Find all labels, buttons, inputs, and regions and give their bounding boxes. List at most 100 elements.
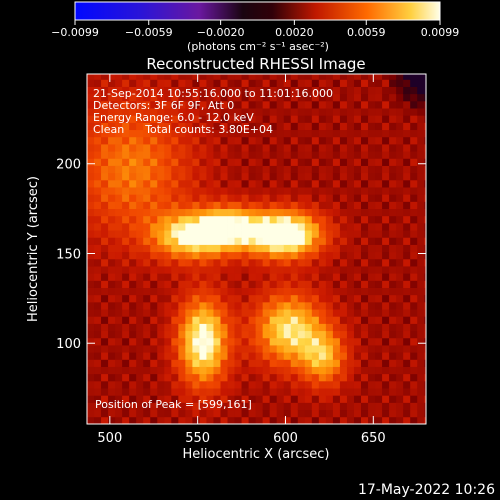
heatmap-cell	[339, 309, 348, 317]
heatmap-cell	[325, 402, 334, 411]
heatmap-cell	[94, 86, 102, 95]
heatmap-cell	[108, 179, 116, 188]
heatmap-cell	[199, 280, 207, 288]
heatmap-cell	[396, 402, 404, 411]
heatmap-cell	[396, 208, 404, 217]
heatmap-cell	[94, 258, 102, 267]
heatmap-cell	[108, 74, 116, 80]
heatmap-cell	[424, 201, 426, 210]
heatmap-cell	[94, 172, 102, 181]
heatmap-cell	[311, 158, 320, 166]
heatmap-cell	[346, 151, 355, 159]
colorbar-tick-label: 0.0099	[421, 26, 460, 39]
heatmap-cell	[318, 129, 327, 138]
heatmap-cell	[332, 258, 341, 267]
heatmap-cell	[185, 402, 193, 411]
heatmap-cell	[353, 345, 362, 353]
heatmap-cell	[325, 309, 334, 317]
heatmap-cell	[192, 366, 200, 375]
heatmap-cell	[396, 144, 404, 152]
heatmap-cell	[108, 93, 116, 102]
heatmap-cell	[375, 409, 383, 418]
heatmap-cell	[122, 201, 130, 210]
heatmap-cell	[396, 122, 404, 131]
heatmap-cell	[262, 359, 271, 367]
heatmap-cell	[276, 409, 285, 418]
heatmap-cell	[234, 172, 242, 181]
heatmap-cell	[206, 345, 214, 353]
heatmap-cell	[353, 230, 362, 238]
heatmap-cell	[192, 373, 200, 382]
heatmap-cell	[276, 122, 285, 131]
heatmap-cell	[410, 222, 418, 231]
heatmap-cell	[353, 416, 362, 424]
heatmap-cell	[417, 316, 425, 324]
heatmap-cell	[332, 409, 341, 418]
heatmap-cell	[206, 151, 214, 159]
heatmap-cell	[283, 309, 292, 317]
heatmap-cell	[108, 158, 116, 166]
heatmap-cell	[332, 301, 341, 310]
heatmap-cell	[192, 129, 200, 138]
heatmap-cell	[241, 345, 249, 353]
heatmap-cell	[220, 100, 228, 109]
heatmap-cell	[108, 316, 116, 324]
heatmap-cell	[262, 93, 271, 102]
heatmap-cell	[269, 416, 278, 424]
heatmap-cell	[396, 301, 404, 310]
heatmap-cell	[353, 316, 362, 324]
heatmap-cell	[213, 86, 221, 95]
heatmap-cell	[389, 402, 397, 411]
heatmap-cell	[262, 258, 271, 267]
heatmap-cell	[396, 266, 404, 274]
heatmap-cell	[297, 323, 306, 332]
heatmap-cell	[361, 136, 369, 145]
heatmap-cell	[129, 79, 137, 87]
heatmap-cell	[339, 79, 348, 87]
heatmap-cell	[325, 144, 334, 152]
heatmap-cell	[115, 402, 123, 411]
heatmap-cell	[241, 366, 249, 375]
heatmap-cell	[417, 301, 425, 310]
heatmap-cell	[87, 222, 95, 231]
heatmap-cell	[332, 93, 341, 102]
heatmap-cell	[192, 194, 200, 202]
heatmap-cell	[136, 144, 144, 152]
heatmap-cell	[136, 151, 144, 159]
heatmap-cell	[325, 129, 334, 138]
heatmap-cell	[227, 402, 235, 411]
heatmap-cell	[389, 337, 397, 346]
heatmap-cell	[150, 395, 158, 403]
heatmap-cell	[185, 222, 193, 231]
heatmap-cell	[136, 100, 144, 109]
heatmap-cell	[290, 244, 299, 253]
heatmap-cell	[346, 93, 355, 102]
heatmap-cell	[150, 337, 158, 346]
heatmap-cell	[255, 158, 264, 166]
heatmap-cell	[276, 294, 285, 303]
heatmap-cell	[262, 222, 271, 231]
heatmap-cell	[157, 222, 165, 231]
heatmap-cell	[361, 337, 369, 346]
heatmap-cell	[283, 115, 292, 123]
heatmap-cell	[255, 194, 264, 202]
heatmap-cell	[382, 122, 390, 131]
heatmap-cell	[382, 79, 390, 87]
heatmap-cell	[262, 74, 271, 80]
heatmap-cell	[171, 337, 179, 346]
heatmap-cell	[164, 294, 172, 303]
heatmap-cell	[206, 395, 214, 403]
heatmap-cell	[248, 395, 257, 403]
heatmap-cell	[396, 74, 404, 80]
heatmap-cell	[346, 352, 355, 360]
heatmap-cell	[115, 266, 123, 274]
heatmap-cell	[150, 294, 158, 303]
heatmap-cell	[220, 345, 228, 353]
heatmap-cell	[297, 352, 306, 360]
heatmap-cell	[389, 122, 397, 131]
heatmap-cell	[234, 323, 242, 332]
heatmap-cell	[241, 330, 249, 339]
heatmap-cell	[403, 222, 411, 231]
heatmap-cell	[290, 402, 299, 411]
heatmap-cell	[122, 323, 130, 332]
